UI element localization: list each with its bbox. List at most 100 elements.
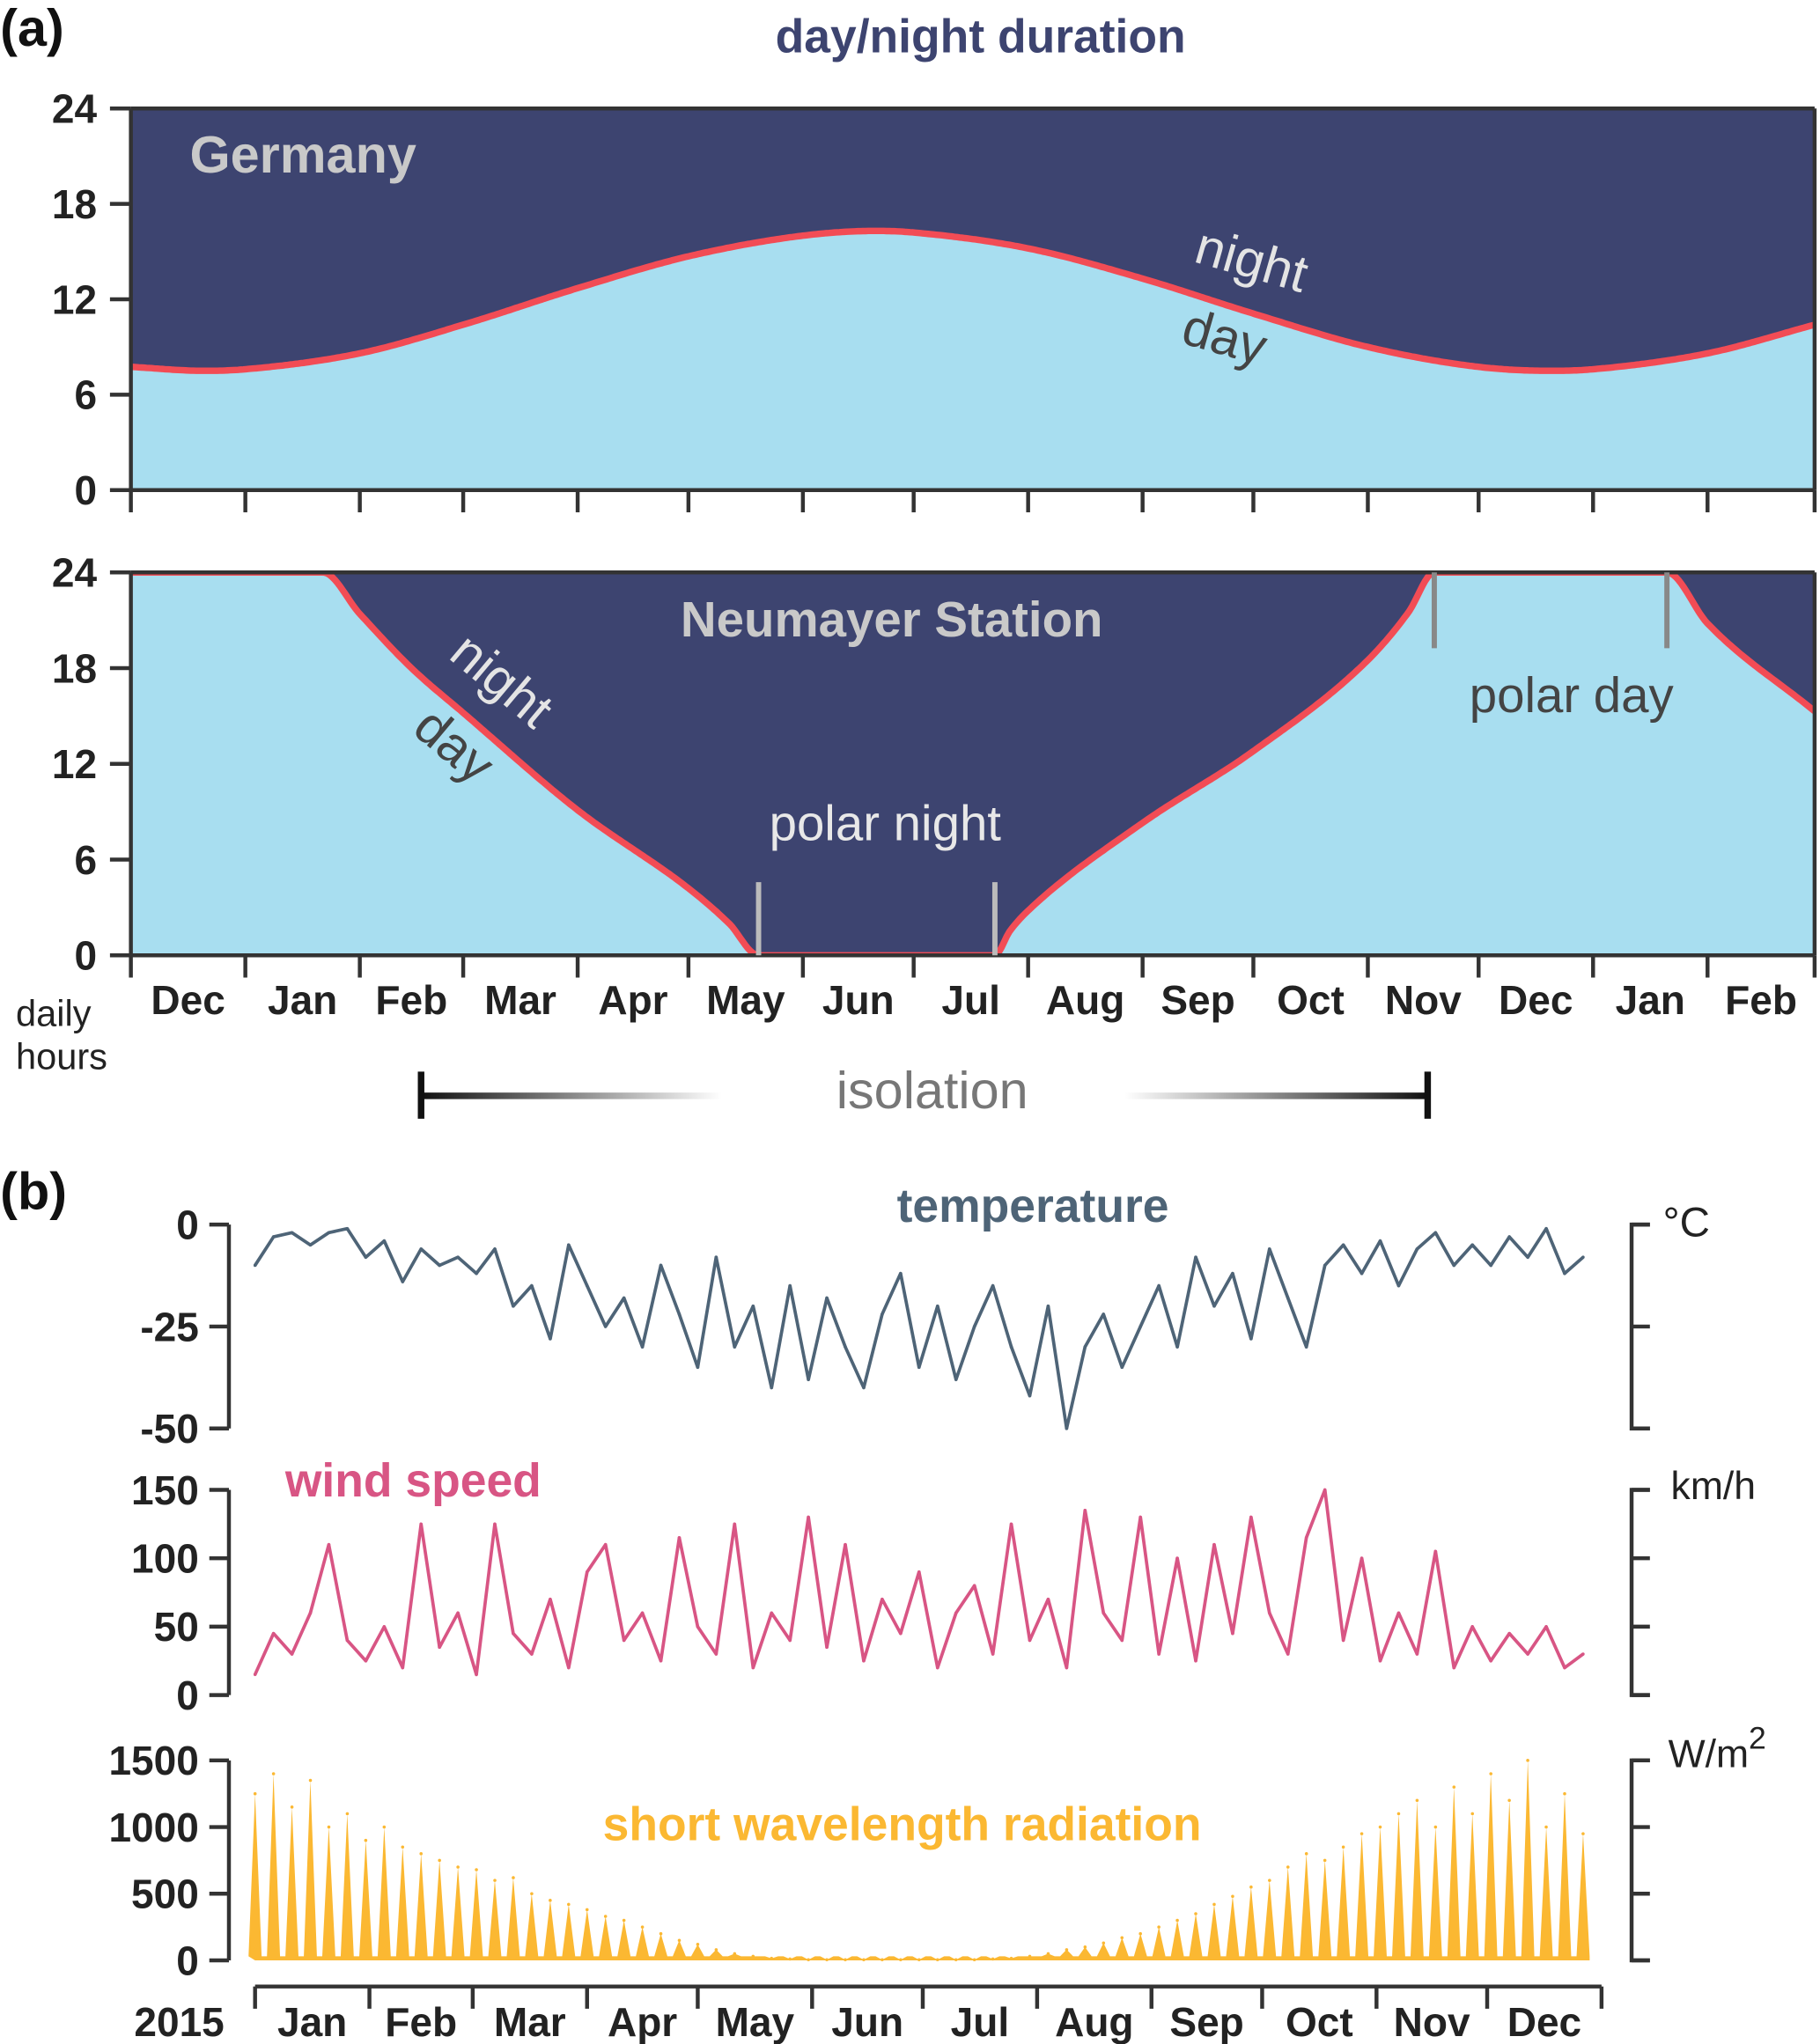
temperature-data-point [1083, 1345, 1087, 1349]
temperature-data-point [1433, 1231, 1438, 1235]
temperature-data-point [567, 1243, 571, 1247]
wind-speed-data-point [640, 1611, 645, 1615]
radiation-data-point [585, 1908, 589, 1912]
x-tick-label: Dec [1507, 1999, 1581, 2044]
wind-speed-data-point [1323, 1488, 1327, 1492]
wind-speed-data-point [456, 1611, 460, 1615]
wind-speed-data-point [1083, 1509, 1087, 1512]
wind-speed-data-point [935, 1665, 939, 1670]
radiation-data-point [345, 1812, 350, 1816]
temperature-data-point [549, 1337, 552, 1341]
radiation-right-axis [1629, 1758, 1650, 1963]
wind-speed-data-point [1194, 1658, 1197, 1663]
y-axis-label-hours: hours [16, 1035, 107, 1077]
neumayer-panel: Dec Jan Feb Mar Apr May Jun Jul Aug Sep Oct Nov Dec J… [52, 550, 1817, 1023]
temperature-data-point [1028, 1393, 1032, 1398]
wind-speed-data-point [1231, 1631, 1234, 1636]
radiation-data-point [327, 1825, 331, 1829]
temperature-data-point [1249, 1337, 1253, 1341]
polar-day-label: polar day [1470, 667, 1675, 723]
temperature-data-point [456, 1255, 460, 1259]
y-tick-label: 0 [176, 1673, 199, 1718]
wind-speed-data-point [1046, 1598, 1050, 1601]
temperature-data-point [1341, 1243, 1345, 1247]
radiation-data-point [825, 1958, 829, 1962]
temperature-data-point [844, 1345, 847, 1349]
temperature-data-point [382, 1239, 387, 1243]
radiation-series [248, 1760, 1590, 1960]
temperature-data-point [807, 1378, 810, 1381]
wind-speed-data-point [603, 1542, 608, 1547]
radiation-data-point [1212, 1902, 1216, 1907]
radiation-data-point [1009, 1956, 1013, 1960]
temperature-data-point [327, 1231, 331, 1235]
temperature-data-point [733, 1345, 737, 1349]
wind-speed-data-point [1489, 1658, 1492, 1663]
x-tick-label: Sep [1161, 977, 1234, 1023]
radiation-data-point [1268, 1879, 1271, 1882]
wind-speed-data-point [475, 1673, 478, 1677]
y-tick-label: 6 [74, 372, 97, 418]
wind-speed-data-point [327, 1542, 331, 1547]
radiation-title: short wavelength radiation [603, 1798, 1202, 1850]
germany-title: Germany [189, 125, 416, 184]
wind-speed-data-point [438, 1645, 441, 1649]
radiation-data-point [1138, 1931, 1142, 1936]
temperature-data-point [475, 1271, 478, 1276]
radiation-data-point [770, 1956, 774, 1960]
temperature-data-point [1581, 1255, 1585, 1259]
wind-speed-data-point [1028, 1638, 1032, 1643]
wind-speed-data-point [1268, 1611, 1271, 1615]
temperature-data-point [1452, 1263, 1456, 1268]
y-tick-label: 50 [154, 1604, 199, 1650]
wind-speed-data-point [1396, 1611, 1401, 1615]
temperature-data-point [1065, 1426, 1069, 1430]
radiation-data-point [419, 1852, 424, 1856]
panel-a-title: day/night duration [776, 11, 1186, 62]
radiation-data-point [844, 1958, 847, 1962]
temperature-data-point [1378, 1239, 1382, 1243]
wind-unit: km/h [1671, 1465, 1756, 1508]
y-tick-label: 24 [52, 86, 98, 132]
temperature-data-point [1194, 1255, 1197, 1259]
wind-speed-data-point [530, 1652, 534, 1656]
radiation-data-point [862, 1958, 866, 1962]
temperature-data-point [1212, 1304, 1216, 1308]
y-tick-label: 1500 [108, 1738, 198, 1783]
wind-speed-data-point [807, 1515, 810, 1519]
y-tick-label: 0 [74, 467, 97, 513]
radiation-data-point [1415, 1798, 1419, 1803]
temperature-data-point [364, 1255, 368, 1259]
temperature-data-point [271, 1235, 276, 1239]
y-tick-label: 0 [176, 1937, 199, 1983]
radiation-data-point [935, 1958, 939, 1962]
x-tick-label: Mar [494, 1999, 566, 2044]
wind-speed-data-point [1470, 1625, 1475, 1629]
wind-speed-right-axis [1629, 1488, 1650, 1697]
radiation-data-point [751, 1954, 755, 1959]
wind-speed-data-point [1526, 1652, 1529, 1656]
wind-speed-data-point [954, 1611, 958, 1615]
radiation-data-point [308, 1778, 313, 1783]
y-tick-label: 18 [52, 645, 97, 691]
radiation-data-point [622, 1918, 626, 1923]
x-tick-label: Feb [1725, 977, 1797, 1023]
wind-speed-data-point [677, 1536, 682, 1540]
wind-speed-data-point [972, 1584, 976, 1588]
y-tick-label: 6 [74, 837, 97, 883]
wind-speed-data-point [549, 1598, 552, 1601]
y-axis-label-daily: daily [16, 992, 92, 1033]
temperature-title: temperature [897, 1180, 1169, 1232]
x-tick-label: Jun [831, 1999, 903, 2044]
temperature-data-point [530, 1283, 534, 1288]
wind-speed-data-point [862, 1658, 866, 1663]
temperature-data-point [308, 1243, 313, 1247]
wind-speed-data-point [991, 1652, 995, 1656]
temperature-data-point [1304, 1345, 1308, 1349]
temperature-data-point [1268, 1247, 1271, 1251]
wind-speed-data-point [1507, 1631, 1511, 1636]
temperature-data-point [677, 1312, 682, 1316]
wind-speed-data-point [1009, 1522, 1013, 1526]
x-tick-label: Jan [277, 1999, 347, 2044]
radiation-data-point [401, 1845, 405, 1849]
